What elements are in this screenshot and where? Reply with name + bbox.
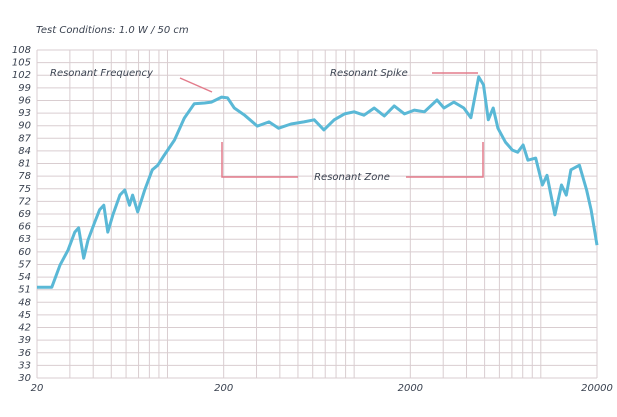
y-tick-label: 42 bbox=[18, 323, 31, 334]
zone-bracket bbox=[221, 142, 484, 178]
y-tick-label: 105 bbox=[12, 58, 31, 69]
y-tick-label: 93 bbox=[18, 108, 31, 119]
y-tick-label: 54 bbox=[18, 272, 31, 283]
y-tick-label: 63 bbox=[18, 234, 31, 245]
y-tick-label: 48 bbox=[18, 297, 31, 308]
y-tick-label: 87 bbox=[18, 133, 31, 144]
y-tick-label: 51 bbox=[18, 285, 31, 296]
annotation-pointer bbox=[179, 77, 213, 93]
y-tick-label: 69 bbox=[18, 209, 31, 220]
y-tick-label: 108 bbox=[12, 45, 31, 56]
x-tick-label: 200 bbox=[214, 383, 233, 394]
y-tick-label: 99 bbox=[18, 83, 31, 94]
y-tick-label: 81 bbox=[18, 159, 31, 170]
y-tick-label: 78 bbox=[18, 171, 31, 182]
y-tick-label: 33 bbox=[18, 360, 31, 371]
y-tick-label: 66 bbox=[18, 222, 31, 233]
chart-title: Test Conditions: 1.0 W / 50 cm bbox=[36, 25, 189, 36]
y-tick-label: 36 bbox=[18, 348, 31, 359]
y-tick-label: 45 bbox=[18, 310, 31, 321]
y-tick-label: 90 bbox=[18, 121, 31, 132]
y-tick-label: 72 bbox=[18, 196, 31, 207]
y-tick-label: 96 bbox=[18, 95, 31, 106]
annotation: Resonant Frequency bbox=[50, 68, 154, 79]
x-tick-label: 20 bbox=[31, 383, 44, 394]
y-tick-label: 60 bbox=[18, 247, 31, 258]
x-tick-label: 20000 bbox=[581, 383, 613, 394]
response-curve bbox=[37, 75, 599, 289]
y-tick-label: 57 bbox=[18, 259, 31, 270]
y-tick-label: 30 bbox=[18, 373, 31, 384]
y-tick-label: 39 bbox=[18, 335, 31, 346]
annotation: Resonant Zone bbox=[314, 172, 390, 183]
y-tick-label: 102 bbox=[12, 70, 31, 81]
x-tick-label: 2000 bbox=[398, 383, 423, 394]
y-tick-label: 84 bbox=[18, 146, 31, 157]
annotation: Resonant Spike bbox=[330, 68, 408, 79]
y-tick-label: 75 bbox=[18, 184, 31, 195]
